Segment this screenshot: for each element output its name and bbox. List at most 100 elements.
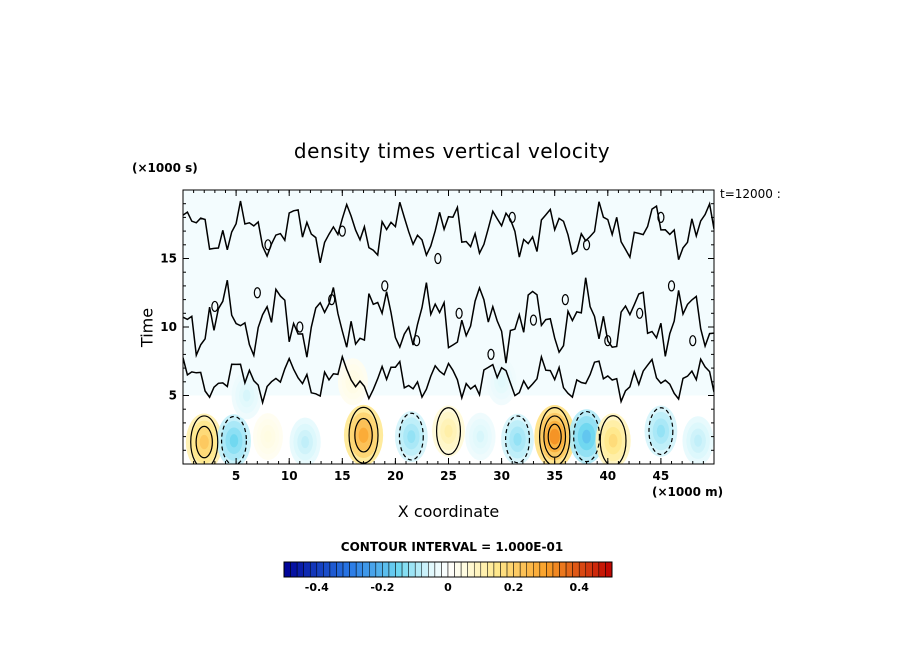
colorbar-tick-label: -0.2 [370, 581, 394, 594]
colorbar-cell [428, 561, 436, 578]
contour-line [547, 423, 562, 450]
contour-line [599, 415, 627, 464]
x-tick-label: 15 [334, 469, 351, 483]
colorbar-cell [487, 561, 495, 578]
colorbar-cell [526, 561, 534, 578]
field-blob [264, 430, 272, 443]
colorbar-cell [408, 561, 416, 578]
contour-line [543, 415, 567, 458]
colorbar-cell [552, 561, 560, 578]
contour-loop [381, 280, 389, 292]
chart-title: density times vertical velocity [293, 139, 611, 163]
zero-contour [183, 353, 714, 406]
colorbar: -0.4 -0.2 0 0.2 0.4 [283, 561, 613, 594]
contour-loop [413, 335, 421, 347]
colorbar-cell [395, 561, 403, 578]
contour-loop [455, 307, 463, 319]
contour-line [538, 407, 571, 464]
colorbar-cell [329, 561, 337, 578]
y-tick-label: 5 [169, 389, 177, 403]
contour-loop [434, 252, 442, 265]
contour-line [220, 415, 247, 464]
y-axis-ticks: 5 10 15 [160, 203, 714, 451]
colorbar-cell [382, 561, 390, 578]
contour-line [354, 417, 373, 453]
colorbar-cell [355, 561, 363, 578]
contour-interval-label: CONTOUR INTERVAL = 1.000E-01 [340, 540, 564, 554]
colorbar-cell [460, 561, 468, 578]
colorbar-cell [493, 561, 501, 578]
contour-loop [667, 280, 676, 292]
contour-line [195, 425, 213, 459]
colorbar-cell [473, 561, 482, 578]
colorbar-cell [513, 561, 521, 578]
colorbar-cell [323, 561, 331, 578]
x-tick-label: 30 [493, 469, 510, 483]
colorbar-cell [506, 561, 514, 578]
colorbar-cell [533, 561, 541, 578]
x-tick-label: 25 [440, 469, 457, 483]
contour-loop [689, 335, 697, 347]
colorbar-cell [480, 561, 488, 578]
colorbar-cell [565, 561, 573, 578]
contour-loop [636, 307, 644, 319]
field-blob [199, 434, 209, 450]
colorbar-cell [290, 561, 298, 578]
colorbar-cell [605, 561, 613, 578]
contour-loop [338, 225, 346, 237]
colorbar-cell [546, 561, 554, 578]
contour-loop [657, 211, 665, 223]
field-blob [301, 435, 310, 449]
colorbar-cell [500, 561, 508, 578]
field-blob [407, 430, 416, 443]
colorbar-cell [375, 561, 383, 578]
contour-line [398, 412, 424, 461]
y-tick-label: 10 [160, 320, 177, 334]
contour-loop [508, 211, 516, 223]
colorbar-frame [283, 561, 613, 578]
time-label: t=12000 : [720, 187, 781, 201]
colorbar-cell [309, 561, 318, 578]
colorbar-cell [434, 561, 442, 578]
contour-lines [183, 200, 714, 464]
colorbar-tick-label: -0.4 [305, 581, 329, 594]
field-blob [358, 427, 369, 443]
colorbar-cell [559, 561, 567, 578]
contour-line [190, 415, 219, 464]
colorbar-cell [598, 561, 606, 578]
colorbar-cell [362, 561, 370, 578]
colorbar-cell [585, 561, 593, 578]
colorbar-cell [414, 561, 423, 578]
y-tick-label: 15 [160, 252, 177, 266]
colorbar-cell [519, 561, 527, 578]
x-axis-multiplier: (×1000 m) [652, 485, 724, 499]
field-blob [444, 424, 453, 438]
contour-loop [253, 287, 261, 299]
field-blob [497, 375, 506, 388]
colorbar-cell [539, 561, 547, 578]
contour-loop [582, 239, 591, 251]
colorbar-cell [349, 561, 357, 578]
colorbar-cell [316, 561, 324, 578]
zero-contour [183, 277, 714, 364]
field-blob [608, 433, 618, 448]
x-tick-label: 5 [232, 469, 240, 483]
colorbar-cell [401, 561, 409, 578]
colorbar-cell [454, 561, 462, 578]
colorbar-cell [421, 561, 429, 578]
contour-loop [211, 300, 219, 313]
colorbar-cell [303, 561, 311, 578]
colorbar-cell [296, 561, 304, 578]
contour-line [648, 407, 674, 456]
colorbar-cell [467, 561, 475, 578]
colorbar-cell [369, 561, 377, 578]
colorbar-cell [447, 561, 455, 578]
contour-line [435, 407, 462, 456]
contour-loop [264, 239, 272, 251]
colorbar-cell [572, 561, 580, 578]
colorbar-cell [336, 561, 344, 578]
colorbar-cell [441, 561, 449, 578]
colorbar-cell [592, 561, 600, 578]
colorbar-cell [283, 561, 291, 578]
contour-loop [604, 335, 612, 347]
